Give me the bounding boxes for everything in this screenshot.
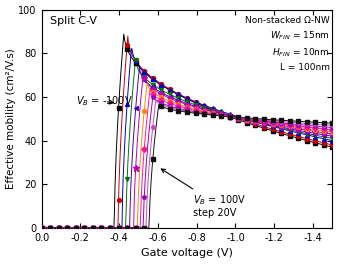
Text: $V_B$ = -100V: $V_B$ = -100V	[76, 95, 133, 108]
Text: Split C-V: Split C-V	[50, 16, 97, 26]
Text: $V_B$ = 100V
step 20V: $V_B$ = 100V step 20V	[161, 169, 246, 219]
X-axis label: Gate voltage (V): Gate voltage (V)	[141, 248, 233, 258]
Text: Non-stacked Ω-NW
$W_{FIN}$ = 15nm
$H_{FIN}$ = 10nm
L = 100nm: Non-stacked Ω-NW $W_{FIN}$ = 15nm $H_{FI…	[245, 16, 330, 72]
Y-axis label: Effective mobility (cm²/V.s): Effective mobility (cm²/V.s)	[5, 48, 16, 189]
